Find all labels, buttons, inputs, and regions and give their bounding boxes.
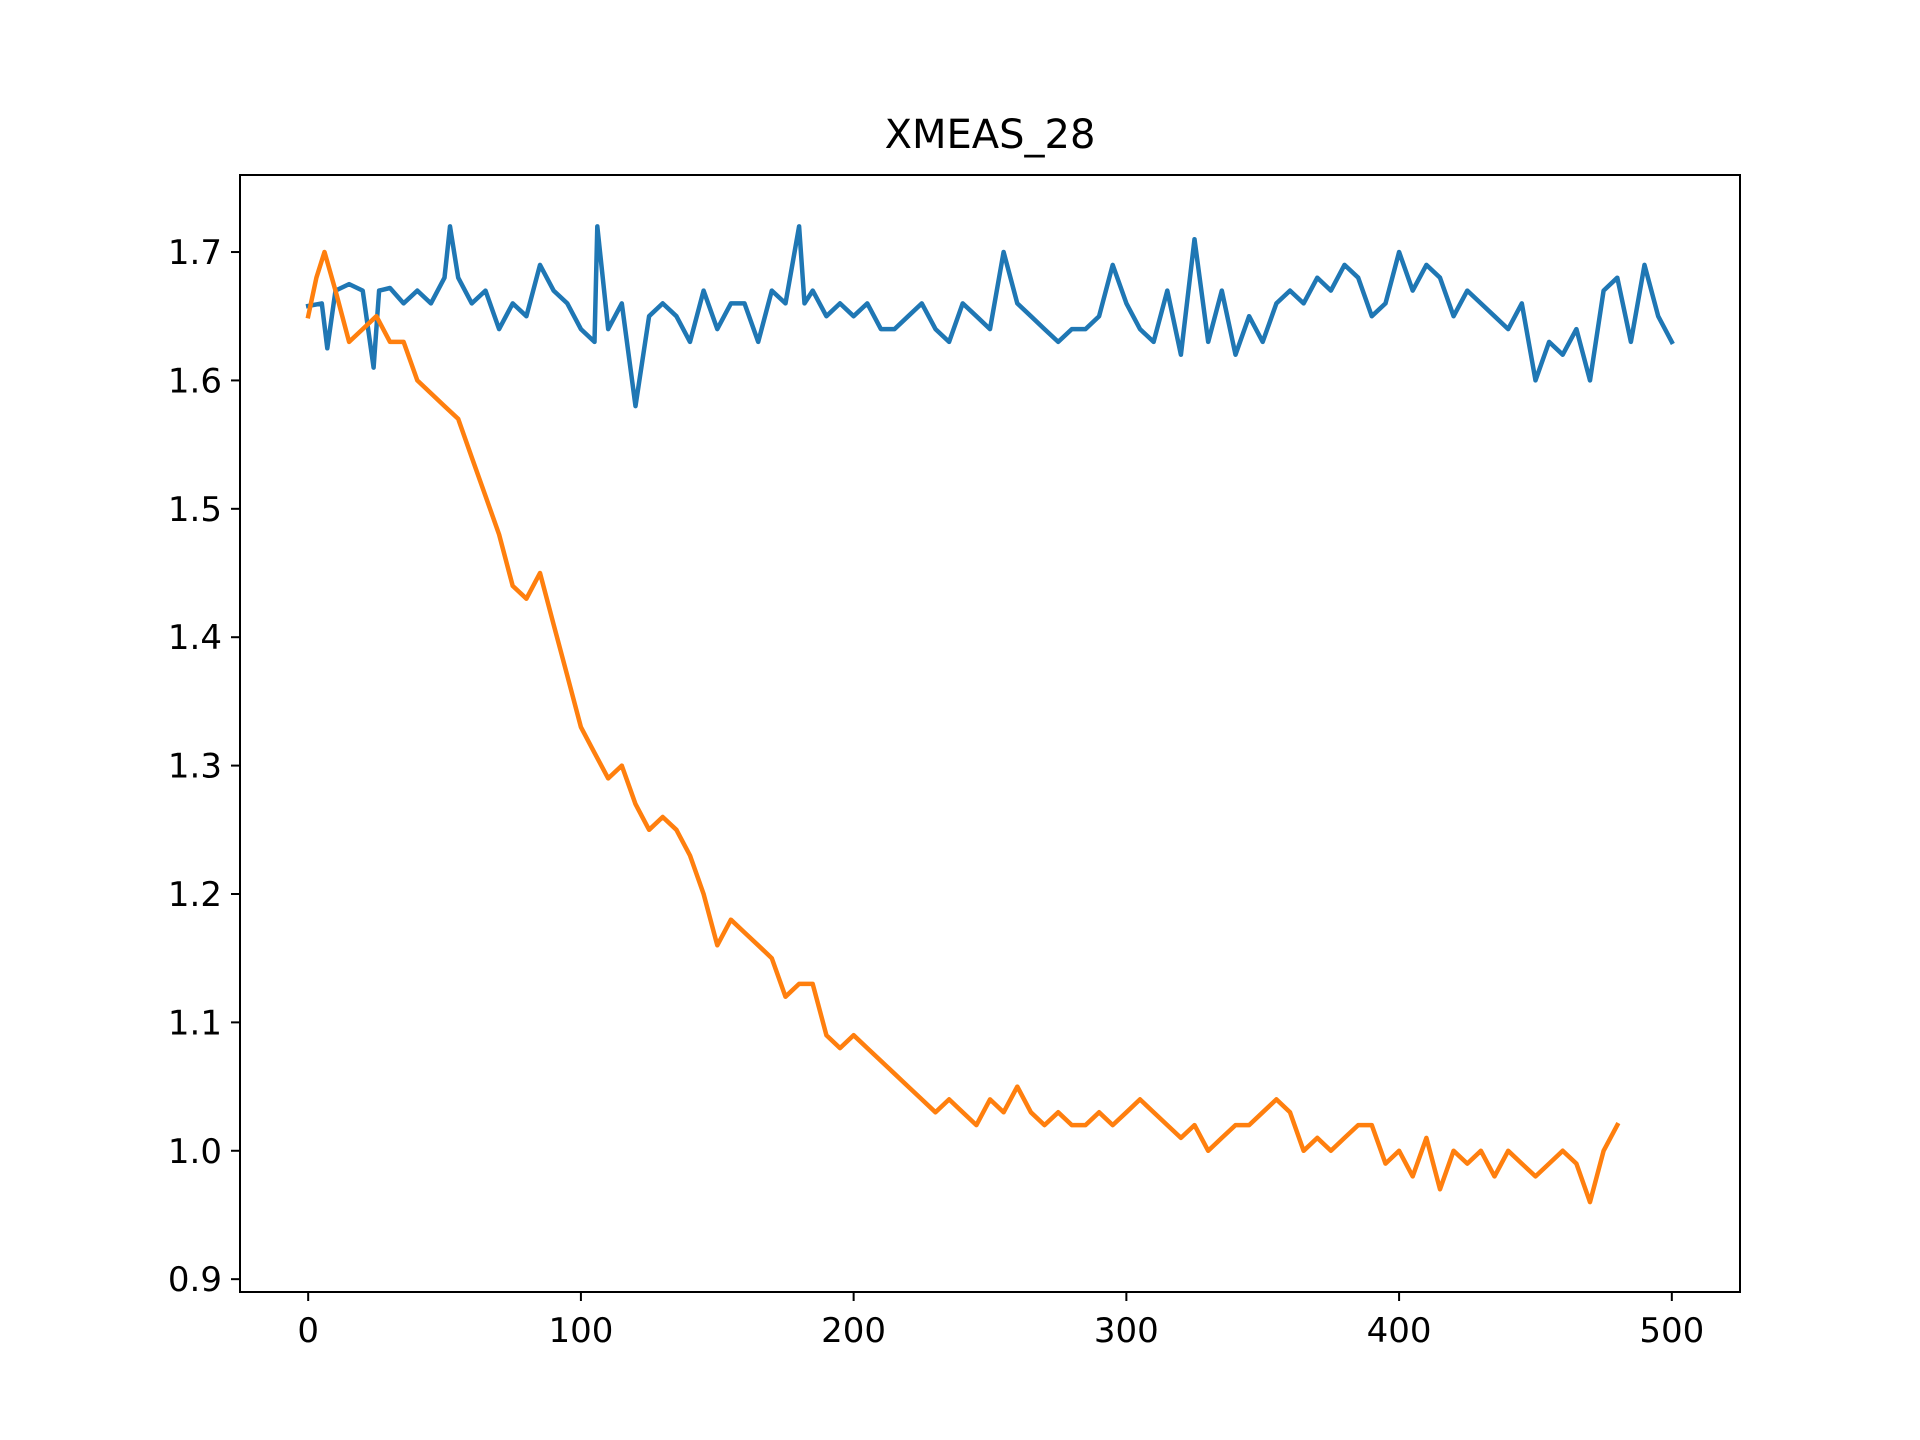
plot-frame bbox=[239, 174, 1741, 1293]
series-line-2 bbox=[305, 249, 1621, 1205]
x-tick-label: 200 bbox=[821, 1311, 886, 1351]
y-axis: 0.9 1.0 1.1 1.2 1.3 1.4 1.5 1.6 1.7 bbox=[168, 233, 240, 1300]
x-tick-label: 100 bbox=[548, 1311, 613, 1351]
x-tick-label: 400 bbox=[1367, 1311, 1432, 1351]
y-tick-label: 1.6 bbox=[168, 361, 222, 401]
y-tick-label: 0.9 bbox=[168, 1260, 222, 1300]
x-tick-label: 300 bbox=[1094, 1311, 1159, 1351]
x-tick-label: 500 bbox=[1639, 1311, 1704, 1351]
x-axis: 0 100 200 300 400 500 bbox=[297, 1292, 1704, 1351]
chart-title: XMEAS_28 bbox=[885, 112, 1096, 158]
y-tick-label: 1.4 bbox=[168, 618, 222, 658]
y-tick-label: 1.1 bbox=[168, 1003, 222, 1043]
y-tick-label: 1.7 bbox=[168, 233, 222, 273]
y-tick-label: 1.5 bbox=[168, 490, 222, 530]
x-tick-label: 0 bbox=[297, 1311, 319, 1351]
y-tick-label: 1.2 bbox=[168, 875, 222, 915]
y-tick-label: 1.0 bbox=[168, 1132, 222, 1172]
y-tick-label: 1.3 bbox=[168, 747, 222, 787]
series-line-1 bbox=[305, 224, 1675, 409]
series-layer bbox=[305, 224, 1675, 1205]
